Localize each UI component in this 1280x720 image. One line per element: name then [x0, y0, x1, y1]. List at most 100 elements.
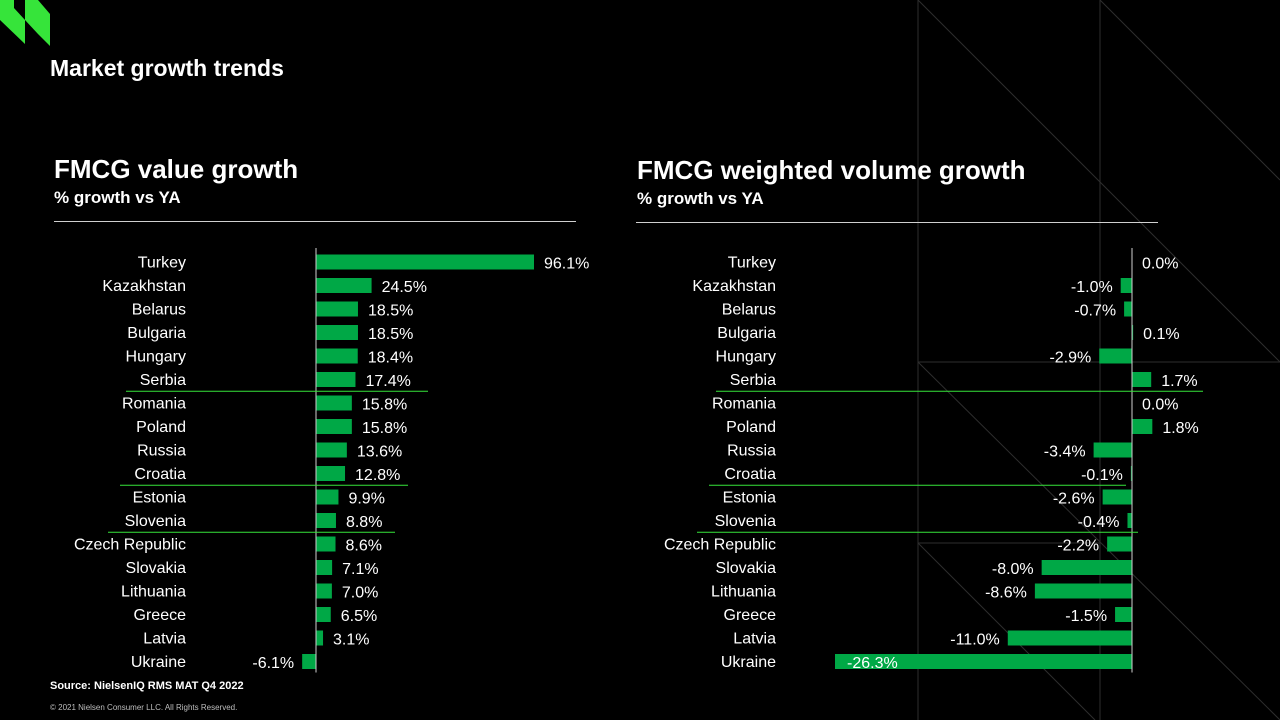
category-label: Hungary: [126, 349, 186, 366]
category-label: Romania: [712, 396, 776, 413]
bar: [316, 489, 339, 505]
value-label: 9.9%: [348, 491, 384, 508]
category-label: Belarus: [722, 302, 776, 319]
category-label: Bulgaria: [127, 325, 186, 342]
category-label: Belarus: [132, 302, 186, 319]
bar: [316, 560, 333, 575]
category-label: Greece: [724, 607, 777, 624]
value-label: 0.0%: [1142, 256, 1178, 273]
bar: [1093, 442, 1132, 458]
category-label: Turkey: [138, 255, 186, 272]
bar: [316, 372, 356, 387]
category-label: Latvia: [733, 631, 776, 648]
bar: [1130, 466, 1132, 481]
value-label: -8.0%: [992, 561, 1034, 578]
source-note: Source: NielsenIQ RMS MAT Q4 2022: [50, 680, 244, 692]
category-label: Poland: [136, 419, 186, 436]
category-label: Czech Republic: [664, 537, 776, 554]
category-label: Kazakhstan: [692, 278, 776, 295]
category-label: Serbia: [730, 372, 776, 389]
value-label: -0.4%: [1078, 514, 1120, 531]
page-title: Market growth trends: [50, 55, 284, 81]
bar: [316, 536, 336, 552]
category-label: Hungary: [716, 349, 776, 366]
value-label: 8.6%: [346, 538, 382, 555]
value-label: -11.0%: [950, 632, 1000, 649]
category-label: Lithuania: [711, 584, 776, 601]
value-label: 18.5%: [368, 326, 413, 343]
value-label: 7.0%: [342, 585, 378, 602]
category-label: Slovakia: [716, 560, 777, 577]
volume-chart-title: FMCG weighted volume growth: [637, 155, 1026, 185]
bar: [316, 301, 358, 317]
value-label: -0.1%: [1081, 467, 1123, 484]
category-label: Slovenia: [715, 513, 776, 530]
volume-chart-divider: [636, 222, 1158, 223]
value-label: -2.6%: [1053, 491, 1095, 508]
bar: [1007, 630, 1132, 646]
bar: [316, 348, 358, 364]
category-label: Bulgaria: [717, 325, 776, 342]
category-label: Romania: [122, 396, 186, 413]
category-label: Russia: [137, 443, 186, 460]
value-chart-divider: [54, 221, 576, 222]
bar: [316, 583, 332, 599]
category-label: Lithuania: [121, 584, 186, 601]
category-label: Latvia: [143, 631, 186, 648]
bar: [835, 654, 1132, 669]
value-label: -2.2%: [1057, 538, 1099, 555]
category-label: Ukraine: [131, 654, 186, 671]
bar: [316, 466, 346, 481]
value-label: 7.1%: [342, 561, 378, 578]
bar: [1041, 560, 1132, 575]
category-label: Croatia: [134, 466, 186, 483]
category-label: Greece: [134, 607, 187, 624]
bar: [316, 395, 352, 411]
category-label: Slovenia: [125, 513, 186, 530]
category-label: Serbia: [140, 372, 186, 389]
value-label: -26.3%: [847, 655, 898, 672]
category-label: Croatia: [724, 466, 776, 483]
value-label: 15.8%: [362, 420, 407, 437]
value-label: -0.7%: [1074, 303, 1116, 320]
value-label: 0.0%: [1142, 397, 1178, 414]
bar: [316, 442, 347, 458]
category-label: Estonia: [133, 490, 186, 507]
bar: [316, 607, 331, 622]
copyright-note: © 2021 Nielsen Consumer LLC. All Rights …: [50, 703, 238, 712]
value-label: 96.1%: [544, 256, 589, 273]
bar: [316, 254, 534, 270]
bar: [1102, 489, 1132, 505]
category-label: Estonia: [723, 490, 776, 507]
bar: [1132, 325, 1134, 340]
value-label: 8.8%: [346, 514, 382, 531]
brand-logo-icon: [0, 0, 50, 46]
bar: [316, 630, 324, 646]
bar: [1120, 278, 1132, 293]
value-chart-subtitle: % growth vs YA: [54, 188, 181, 207]
value-chart-title: FMCG value growth: [54, 154, 299, 184]
value-label: -6.1%: [252, 655, 294, 672]
bar: [316, 513, 336, 528]
bar: [1099, 348, 1132, 364]
value-label: 12.8%: [355, 467, 400, 484]
bar: [1127, 513, 1132, 528]
bar: [1132, 372, 1152, 387]
value-label: 17.4%: [365, 373, 410, 390]
value-label: 24.5%: [382, 279, 427, 296]
value-label: 1.7%: [1161, 373, 1197, 390]
category-label: Poland: [726, 419, 776, 436]
bar: [1034, 583, 1132, 599]
value-label: -1.5%: [1065, 608, 1107, 625]
value-label: 18.5%: [368, 303, 413, 320]
value-label: 3.1%: [333, 632, 369, 649]
value-label: -8.6%: [985, 585, 1027, 602]
value-label: -2.9%: [1049, 350, 1091, 367]
value-label: 1.8%: [1162, 420, 1198, 437]
volume-chart-subtitle: % growth vs YA: [637, 189, 764, 208]
value-label: 15.8%: [362, 397, 407, 414]
bar: [316, 325, 358, 340]
